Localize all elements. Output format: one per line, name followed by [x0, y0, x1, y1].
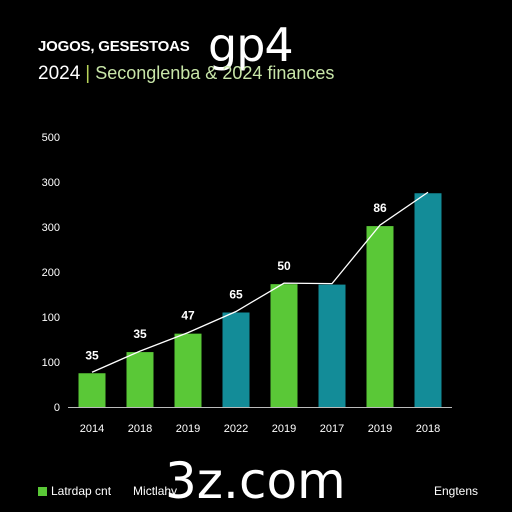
y-tick-label: 100 — [42, 357, 60, 369]
data-label: 35 — [85, 348, 99, 362]
data-label: 47 — [181, 309, 195, 323]
y-tick-label: 300 — [42, 177, 60, 189]
data-label: 86 — [373, 201, 387, 215]
watermark-bottom: 3z.com — [165, 452, 346, 510]
chart-legend: Latrdap cnt Mictlahy — [38, 484, 177, 498]
chart-title: JOGOS, GESESTOAS — [38, 38, 190, 55]
chart-subtitle: Secongl​enba & 2024 finances — [95, 63, 335, 83]
x-tick-label: 2019 — [272, 423, 296, 435]
y-tick-label: 0 — [54, 402, 60, 414]
legend-label-teal: Mictlahy — [133, 484, 178, 498]
x-tick-label: 2017 — [320, 423, 344, 435]
chart-subtitle-line: 2024 | Secongl​enba & 2024 finances — [38, 63, 334, 85]
bar — [222, 312, 250, 407]
x-tick-label: 2018 — [128, 423, 152, 435]
bar — [174, 333, 202, 407]
watermark-top: gp4 — [208, 18, 294, 72]
legend-swatch-green — [38, 487, 47, 496]
bar — [270, 284, 298, 407]
y-tick-label: 300 — [42, 222, 60, 234]
legend-item-green: Latrdap cnt — [38, 484, 111, 498]
trend-line — [91, 191, 429, 373]
corner-label: Engtens — [434, 484, 479, 498]
y-tick-label: 200 — [42, 267, 60, 279]
data-label: 65 — [229, 288, 243, 302]
x-tick-label: 2014 — [80, 423, 104, 435]
bar — [318, 284, 346, 407]
bar — [366, 226, 394, 407]
x-tick-label: 2022 — [224, 423, 248, 435]
subtitle-separator: | — [85, 63, 91, 84]
y-tick-label: 500 — [42, 132, 60, 144]
x-tick-label: 2019 — [176, 423, 200, 435]
x-tick-label: 2018 — [416, 423, 440, 435]
legend-label-green: Latrdap cnt — [51, 484, 112, 498]
bar — [78, 373, 106, 407]
data-label: 35 — [133, 327, 147, 341]
data-label: 50 — [277, 259, 291, 273]
legend-item-teal: Mictlahy — [133, 484, 177, 498]
bar — [126, 352, 154, 407]
y-tick-label: 100 — [42, 312, 60, 324]
x-tick-label: 2019 — [368, 423, 392, 435]
bar — [414, 193, 442, 407]
chart-year: 2024 — [38, 63, 81, 84]
